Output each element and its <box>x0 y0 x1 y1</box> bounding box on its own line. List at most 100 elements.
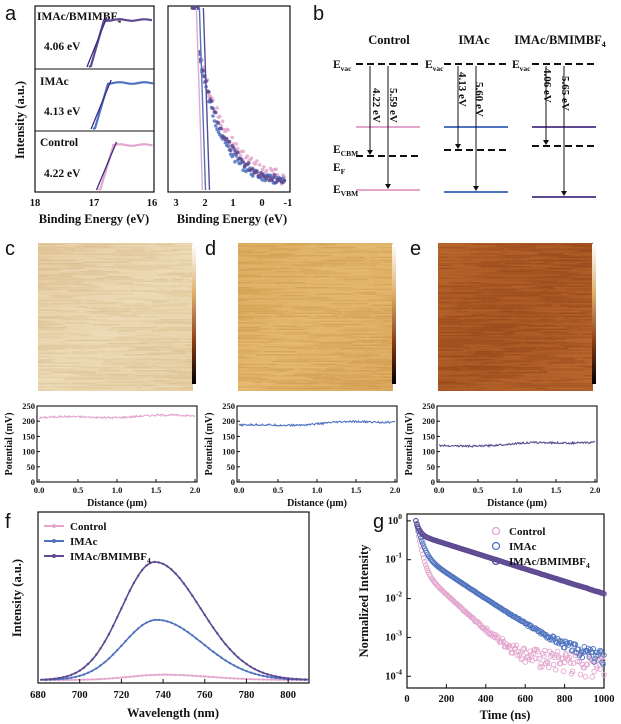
kpfm-streak <box>390 327 393 329</box>
a-vb-point <box>201 68 206 73</box>
kpfm-streak <box>475 357 500 359</box>
kpfm-streak <box>38 284 67 285</box>
kpfm-streak <box>332 279 340 281</box>
pl-legend-control: Control <box>70 521 106 533</box>
trpl-legend-control: Control <box>509 526 545 538</box>
kpfm-streak <box>520 384 560 386</box>
kpfm-streak <box>238 295 252 297</box>
trpl-point <box>572 652 579 659</box>
a-vb-point <box>274 180 278 185</box>
kpfm-streak <box>109 380 147 381</box>
kpfm-streak <box>166 288 193 290</box>
kpfm-streak <box>381 328 393 330</box>
trpl-point <box>591 659 597 665</box>
a-vb-point <box>245 154 250 158</box>
kpfm-streak <box>340 388 382 389</box>
kpfm-streak <box>304 248 312 250</box>
kpfm-streak <box>38 292 53 293</box>
kpfm-streak <box>238 300 247 301</box>
kpfm-streak <box>76 247 116 249</box>
kpfm-streak <box>163 260 174 261</box>
kpfm-streak <box>386 333 393 335</box>
kpfm-streak <box>346 245 391 247</box>
pl-point <box>166 565 169 568</box>
kpfm-streak <box>135 364 142 365</box>
a-vb-point <box>262 165 266 169</box>
kpfm-streak <box>54 295 83 297</box>
kpfm-streak <box>590 330 593 332</box>
kpfm-streak <box>152 309 185 311</box>
kpfm-streak <box>238 365 246 367</box>
kpfm-streak <box>64 384 86 386</box>
a-vb-point <box>255 169 259 173</box>
a-right-xtick-3: 3 <box>173 198 178 209</box>
kpfm-streak <box>182 360 193 362</box>
kpfm-streak <box>382 388 393 389</box>
kpfm-streaks-d <box>238 244 393 391</box>
kpfm-streak <box>520 327 566 329</box>
kpfm-streak <box>139 365 157 367</box>
kpfm-streak <box>275 308 287 309</box>
kpfm-streak <box>238 336 258 338</box>
kpfm-streak <box>365 306 393 308</box>
kpfm-streak <box>474 264 507 266</box>
kpfm-streak <box>438 258 466 260</box>
kpfm-streak <box>382 320 391 322</box>
kpfm-streak <box>558 312 586 314</box>
potential-ytick: 0 <box>231 477 235 487</box>
kpfm-streak <box>134 360 180 362</box>
kpfm-streak <box>139 314 180 316</box>
kpfm-streak <box>190 279 193 281</box>
kpfm-streak <box>38 306 76 308</box>
kpfm-map-c <box>38 243 196 391</box>
kpfm-streak <box>238 344 250 346</box>
kpfm-streak <box>101 256 118 258</box>
kpfm-streak <box>124 301 149 303</box>
kpfm-streak <box>508 248 519 250</box>
potential-frame-d <box>236 405 398 483</box>
kpfm-streak <box>465 271 493 273</box>
kpfm-streak <box>297 258 330 260</box>
pl-point <box>157 673 161 676</box>
kpfm-streak <box>307 260 320 261</box>
kpfm-streak <box>385 381 393 383</box>
kpfm-streak <box>238 328 271 330</box>
trpl-point <box>535 649 541 655</box>
trpl-xtick: 600 <box>517 694 533 705</box>
kpfm-streak <box>561 244 581 245</box>
kpfm-streak <box>530 317 563 319</box>
kpfm-streak <box>188 268 193 269</box>
kpfm-streak <box>259 362 276 364</box>
kpfm-streak <box>38 320 49 322</box>
kpfm-streak <box>458 264 465 266</box>
kpfm-streak <box>190 375 193 377</box>
kpfm-streak <box>581 295 593 297</box>
trpl-point <box>551 661 557 668</box>
kpfm-streak <box>38 261 83 263</box>
kpfm-streak <box>238 280 271 282</box>
a-vb-point <box>224 136 229 141</box>
kpfm-streak <box>238 360 268 362</box>
kpfm-streak <box>88 269 96 271</box>
pl-point <box>66 675 69 678</box>
kpfm-streak <box>171 368 193 370</box>
a-right-xlabel: Binding Energy (eV) <box>177 212 287 226</box>
kpfm-streak <box>38 285 46 287</box>
kpfm-streak <box>173 295 193 297</box>
kpfm-streak <box>571 348 590 349</box>
kpfm-streak <box>549 383 593 385</box>
kpfm-streak <box>313 333 337 335</box>
kpfm-streak <box>509 330 539 332</box>
pl-point <box>136 574 140 578</box>
kpfm-streak <box>296 322 318 324</box>
potential-xtick: 0.5 <box>73 485 84 495</box>
kpfm-streak <box>384 272 393 274</box>
kpfm-streak <box>471 348 498 349</box>
kpfm-streak <box>464 344 492 346</box>
kpfm-streak <box>238 288 284 290</box>
kpfm-streak <box>118 284 149 285</box>
kpfm-streak <box>238 252 266 253</box>
kpfm-streak <box>381 250 393 252</box>
kpfm-streak <box>140 388 154 389</box>
kpfm-streak <box>38 280 52 282</box>
